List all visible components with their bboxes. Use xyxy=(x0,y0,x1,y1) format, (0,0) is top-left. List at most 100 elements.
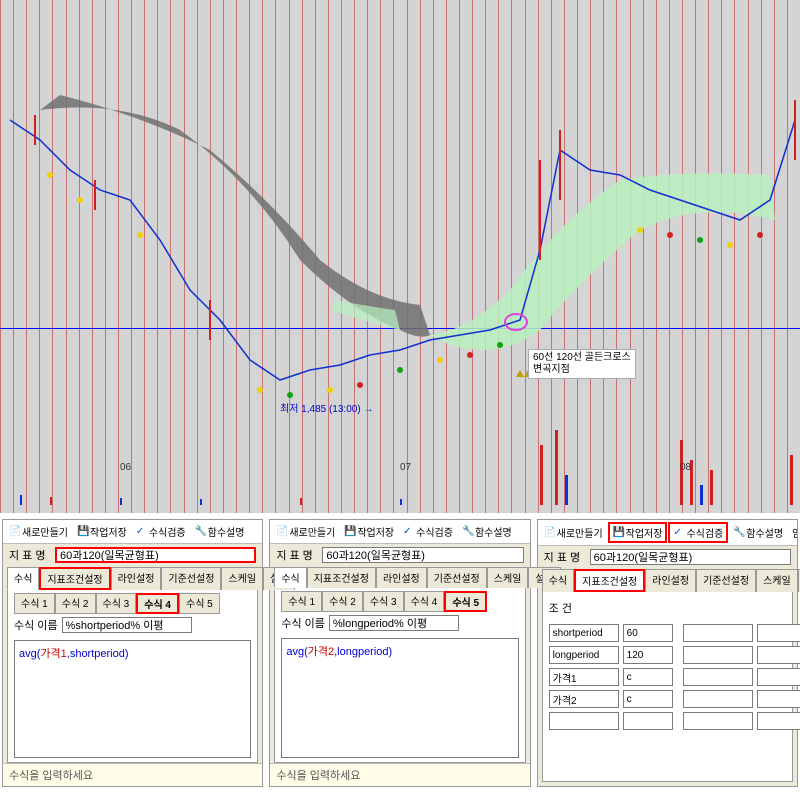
main-tabs: 수식 지표조건설정 라인설정 기준선설정 스케일 설명 xyxy=(538,568,797,591)
save-work-button[interactable]: 💾작업저장 xyxy=(73,522,131,541)
tab-condition[interactable]: 지표조건설정 xyxy=(574,569,645,592)
indicator-name-input[interactable] xyxy=(55,547,256,563)
subtab-5[interactable]: 수식 5 xyxy=(179,593,220,614)
func-help-button[interactable]: 🔧함수설명 xyxy=(729,522,787,543)
new-button[interactable]: 📄새로만들기 xyxy=(272,522,339,541)
new-label: 새로만들기 xyxy=(557,525,603,540)
save-work-label: 작업저장 xyxy=(357,524,394,539)
subtab-3[interactable]: 수식 3 xyxy=(96,593,137,614)
tab-formula[interactable]: 수식 xyxy=(542,569,574,592)
verify-button[interactable]: ✓수식검증 xyxy=(399,522,457,541)
main-tabs: 수식 지표조건설정 라인설정 기준선설정 스케일 설명 xyxy=(270,566,529,587)
formula-subtabs: 수식 1 수식 2 수식 3 수식 4 수식 5 xyxy=(275,588,524,612)
tab-baseline[interactable]: 기준선설정 xyxy=(427,567,487,588)
tab-line[interactable]: 라인설정 xyxy=(376,567,427,588)
cond-name-1[interactable] xyxy=(549,646,619,664)
tab-baseline[interactable]: 기준선설정 xyxy=(161,567,221,590)
func-help-button[interactable]: 🔧함수설명 xyxy=(191,522,249,541)
cond-name-b0[interactable] xyxy=(683,624,753,642)
extra-label: 암 xyxy=(792,525,797,540)
indicator-name-input[interactable] xyxy=(322,547,523,563)
cond-name-b4[interactable] xyxy=(683,712,753,730)
toolbar: 📄새로만들기 💾작업저장 ✓수식검증 🔧함수설명 xyxy=(270,520,529,544)
low-annotation: 최저 1,485 (13:00) → xyxy=(280,400,373,415)
save-work-button[interactable]: 💾작업저장 xyxy=(340,522,398,541)
cond-val-0[interactable] xyxy=(623,624,673,642)
disk-icon: 💾 xyxy=(77,526,88,537)
check-icon: ✓ xyxy=(403,526,414,537)
tab-condition[interactable]: 지표조건설정 xyxy=(307,567,376,588)
formula-editor[interactable]: avg(가격2,longperiod) xyxy=(281,638,518,758)
new-button[interactable]: 📄새로만들기 xyxy=(540,522,607,543)
wrench-icon: 🔧 xyxy=(462,526,473,537)
formula-name-input[interactable] xyxy=(62,617,192,633)
check-icon: ✓ xyxy=(673,527,684,538)
cond-name-3[interactable] xyxy=(549,690,619,708)
indicator-name-input[interactable] xyxy=(590,549,791,565)
func-help-button[interactable]: 🔧함수설명 xyxy=(458,522,516,541)
new-icon: 📄 xyxy=(276,526,287,537)
cond-name-b1[interactable] xyxy=(683,646,753,664)
func-help-label: 함수설명 xyxy=(746,525,783,540)
formula-name-label: 수식 이름 xyxy=(14,617,58,633)
cond-name-b3[interactable] xyxy=(683,690,753,708)
annotation-line1: 60선 120선 골든크로스 xyxy=(533,352,631,364)
save-work-label: 작업저장 xyxy=(626,525,663,540)
tab-formula[interactable]: 수식 xyxy=(7,567,39,590)
subtab-2[interactable]: 수식 2 xyxy=(55,593,96,614)
verify-button[interactable]: ✓수식검증 xyxy=(132,522,190,541)
subtab-5[interactable]: 수식 5 xyxy=(444,591,487,612)
new-icon: 📄 xyxy=(9,526,20,537)
subtab-4[interactable]: 수식 4 xyxy=(404,591,445,612)
cond-val-4[interactable] xyxy=(623,712,673,730)
cond-val-b3[interactable] xyxy=(757,690,800,708)
tab-scale[interactable]: 스케일 xyxy=(756,569,798,592)
extra-button[interactable]: 암 xyxy=(788,522,797,543)
new-label: 새로만들기 xyxy=(289,524,335,539)
cond-val-b1[interactable] xyxy=(757,646,800,664)
subtab-4[interactable]: 수식 4 xyxy=(136,593,179,614)
condition-panel: 📄새로만들기 💾작업저장 ✓수식검증 🔧함수설명 암 지 표 명 수식 지표조건… xyxy=(537,519,798,787)
cloud-overlay xyxy=(0,0,800,513)
tab-line[interactable]: 라인설정 xyxy=(645,569,696,592)
indicator-name-label: 지 표 명 xyxy=(9,547,51,563)
check-icon: ✓ xyxy=(136,526,147,537)
formula-panel-1: 📄새로만들기 💾작업저장 ✓수식검증 🔧함수설명 지 표 명 수식 지표조건설정… xyxy=(2,519,263,787)
month-label-08: 08 xyxy=(680,462,691,473)
subtab-3[interactable]: 수식 3 xyxy=(363,591,404,612)
cond-val-1[interactable] xyxy=(623,646,673,664)
status-bar: 수식을 입력하세요 xyxy=(3,763,262,786)
tab-formula[interactable]: 수식 xyxy=(274,567,306,588)
subtab-2[interactable]: 수식 2 xyxy=(322,591,363,612)
indicator-name-label: 지 표 명 xyxy=(544,549,586,565)
highlight-circle xyxy=(504,313,528,331)
cond-val-2[interactable] xyxy=(623,668,673,686)
tab-line[interactable]: 라인설정 xyxy=(111,567,162,590)
status-bar: 수식을 입력하세요 xyxy=(270,763,529,786)
formula-text: avg(가격2,longperiod) xyxy=(286,646,392,658)
new-button[interactable]: 📄새로만들기 xyxy=(5,522,72,541)
cond-val-b2[interactable] xyxy=(757,668,800,686)
cond-name-b2[interactable] xyxy=(683,668,753,686)
cond-val-b4[interactable] xyxy=(757,712,800,730)
cond-val-b0[interactable] xyxy=(757,624,800,642)
save-work-button[interactable]: 💾작업저장 xyxy=(608,522,668,543)
subtab-1[interactable]: 수식 1 xyxy=(281,591,322,612)
formula-name-input[interactable] xyxy=(329,615,459,631)
tab-scale[interactable]: 스케일 xyxy=(221,567,263,590)
subtab-1[interactable]: 수식 1 xyxy=(14,593,55,614)
disk-icon: 💾 xyxy=(344,526,355,537)
verify-button[interactable]: ✓수식검증 xyxy=(668,522,728,543)
cond-name-0[interactable] xyxy=(549,624,619,642)
cond-val-3[interactable] xyxy=(623,690,673,708)
func-help-label: 함수설명 xyxy=(208,524,245,539)
cond-name-4[interactable] xyxy=(549,712,619,730)
formula-subtabs: 수식 1 수식 2 수식 3 수식 4 수식 5 xyxy=(8,590,257,614)
tab-condition[interactable]: 지표조건설정 xyxy=(39,567,110,590)
formula-editor[interactable]: avg(가격1,shortperiod) xyxy=(14,640,251,758)
cond-name-2[interactable] xyxy=(549,668,619,686)
tab-scale[interactable]: 스케일 xyxy=(487,567,529,588)
toolbar: 📄새로만들기 💾작업저장 ✓수식검증 🔧함수설명 xyxy=(3,520,262,544)
month-label-07: 07 xyxy=(400,462,411,473)
tab-baseline[interactable]: 기준선설정 xyxy=(696,569,756,592)
